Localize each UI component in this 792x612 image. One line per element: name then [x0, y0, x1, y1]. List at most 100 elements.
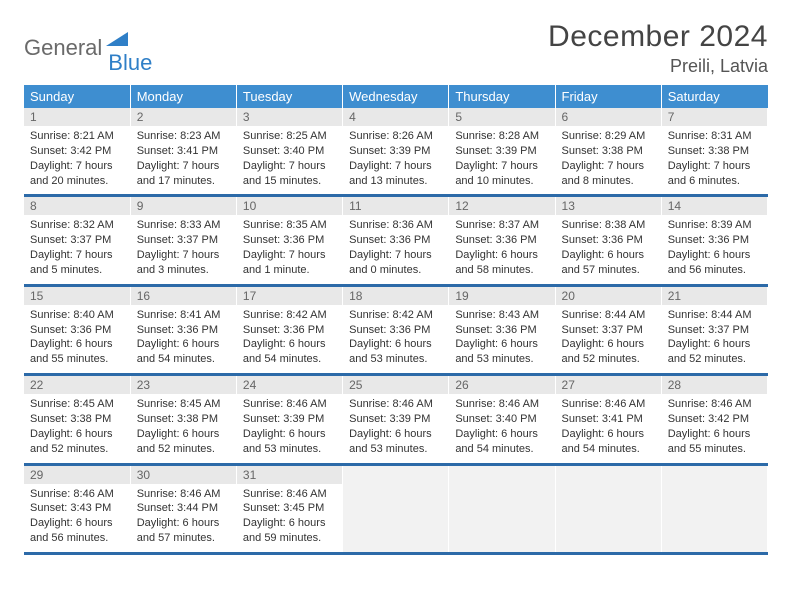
calendar-cell: 29Sunrise: 8:46 AMSunset: 3:43 PMDayligh…: [24, 464, 130, 553]
day-content: Sunrise: 8:44 AMSunset: 3:37 PMDaylight:…: [662, 305, 767, 373]
day-content: Sunrise: 8:25 AMSunset: 3:40 PMDaylight:…: [237, 126, 342, 194]
day-content: Sunrise: 8:26 AMSunset: 3:39 PMDaylight:…: [343, 126, 448, 194]
day-content: Sunrise: 8:28 AMSunset: 3:39 PMDaylight:…: [449, 126, 554, 194]
day-number: 27: [556, 376, 661, 394]
calendar-cell: 25Sunrise: 8:46 AMSunset: 3:39 PMDayligh…: [343, 375, 449, 464]
day-number: 26: [449, 376, 554, 394]
day-content: Sunrise: 8:45 AMSunset: 3:38 PMDaylight:…: [131, 394, 236, 462]
weekday-header: Saturday: [661, 85, 767, 108]
day-content: Sunrise: 8:33 AMSunset: 3:37 PMDaylight:…: [131, 215, 236, 283]
day-content: Sunrise: 8:29 AMSunset: 3:38 PMDaylight:…: [556, 126, 661, 194]
calendar-cell: 4Sunrise: 8:26 AMSunset: 3:39 PMDaylight…: [343, 108, 449, 196]
day-number: 24: [237, 376, 342, 394]
calendar-cell: 5Sunrise: 8:28 AMSunset: 3:39 PMDaylight…: [449, 108, 555, 196]
day-number: 8: [24, 197, 130, 215]
calendar-cell: 12Sunrise: 8:37 AMSunset: 3:36 PMDayligh…: [449, 196, 555, 285]
day-content: Sunrise: 8:31 AMSunset: 3:38 PMDaylight:…: [662, 126, 767, 194]
day-number: 23: [131, 376, 236, 394]
logo-text-general: General: [24, 35, 102, 61]
day-number: 5: [449, 108, 554, 126]
day-number: 21: [662, 287, 767, 305]
calendar-cell: 27Sunrise: 8:46 AMSunset: 3:41 PMDayligh…: [555, 375, 661, 464]
day-number: 29: [24, 466, 130, 484]
day-number: 1: [24, 108, 130, 126]
calendar-cell: [555, 464, 661, 553]
day-content: Sunrise: 8:21 AMSunset: 3:42 PMDaylight:…: [24, 126, 130, 194]
day-number: 18: [343, 287, 448, 305]
calendar-cell: 22Sunrise: 8:45 AMSunset: 3:38 PMDayligh…: [24, 375, 130, 464]
calendar-cell: 28Sunrise: 8:46 AMSunset: 3:42 PMDayligh…: [661, 375, 767, 464]
weekday-header: Wednesday: [343, 85, 449, 108]
calendar-cell: 16Sunrise: 8:41 AMSunset: 3:36 PMDayligh…: [130, 285, 236, 374]
day-number: 17: [237, 287, 342, 305]
calendar-cell: 10Sunrise: 8:35 AMSunset: 3:36 PMDayligh…: [236, 196, 342, 285]
calendar-cell: 24Sunrise: 8:46 AMSunset: 3:39 PMDayligh…: [236, 375, 342, 464]
day-number: 4: [343, 108, 448, 126]
day-number: 12: [449, 197, 554, 215]
day-number: 13: [556, 197, 661, 215]
day-content: Sunrise: 8:36 AMSunset: 3:36 PMDaylight:…: [343, 215, 448, 283]
header: General Blue December 2024 Preili, Latvi…: [24, 20, 768, 77]
day-content: Sunrise: 8:46 AMSunset: 3:39 PMDaylight:…: [237, 394, 342, 462]
day-number: 16: [131, 287, 236, 305]
calendar-cell: 1Sunrise: 8:21 AMSunset: 3:42 PMDaylight…: [24, 108, 130, 196]
day-number: 9: [131, 197, 236, 215]
calendar-cell: 23Sunrise: 8:45 AMSunset: 3:38 PMDayligh…: [130, 375, 236, 464]
calendar-cell: 9Sunrise: 8:33 AMSunset: 3:37 PMDaylight…: [130, 196, 236, 285]
day-number: 2: [131, 108, 236, 126]
day-number: 31: [237, 466, 342, 484]
day-content: Sunrise: 8:46 AMSunset: 3:45 PMDaylight:…: [237, 484, 342, 552]
day-number: 3: [237, 108, 342, 126]
calendar-header-row: Sunday Monday Tuesday Wednesday Thursday…: [24, 85, 768, 108]
calendar-cell: [343, 464, 449, 553]
day-content: Sunrise: 8:42 AMSunset: 3:36 PMDaylight:…: [237, 305, 342, 373]
calendar-row: 22Sunrise: 8:45 AMSunset: 3:38 PMDayligh…: [24, 375, 768, 464]
day-content: Sunrise: 8:46 AMSunset: 3:44 PMDaylight:…: [131, 484, 236, 552]
day-content: Sunrise: 8:41 AMSunset: 3:36 PMDaylight:…: [131, 305, 236, 373]
day-content: Sunrise: 8:40 AMSunset: 3:36 PMDaylight:…: [24, 305, 130, 373]
calendar-cell: [661, 464, 767, 553]
calendar-cell: 13Sunrise: 8:38 AMSunset: 3:36 PMDayligh…: [555, 196, 661, 285]
day-number: 6: [556, 108, 661, 126]
day-number: 19: [449, 287, 554, 305]
day-content: Sunrise: 8:46 AMSunset: 3:39 PMDaylight:…: [343, 394, 448, 462]
calendar-cell: 31Sunrise: 8:46 AMSunset: 3:45 PMDayligh…: [236, 464, 342, 553]
calendar-row: 29Sunrise: 8:46 AMSunset: 3:43 PMDayligh…: [24, 464, 768, 553]
day-content: Sunrise: 8:37 AMSunset: 3:36 PMDaylight:…: [449, 215, 554, 283]
day-number: 10: [237, 197, 342, 215]
calendar-cell: 18Sunrise: 8:42 AMSunset: 3:36 PMDayligh…: [343, 285, 449, 374]
calendar-table: Sunday Monday Tuesday Wednesday Thursday…: [24, 85, 768, 555]
day-number: 14: [662, 197, 767, 215]
day-number: 15: [24, 287, 130, 305]
weekday-header: Monday: [130, 85, 236, 108]
location: Preili, Latvia: [548, 56, 768, 77]
calendar-cell: 15Sunrise: 8:40 AMSunset: 3:36 PMDayligh…: [24, 285, 130, 374]
logo-text-blue: Blue: [108, 50, 152, 76]
month-title: December 2024: [548, 20, 768, 54]
calendar-cell: 8Sunrise: 8:32 AMSunset: 3:37 PMDaylight…: [24, 196, 130, 285]
day-content: Sunrise: 8:23 AMSunset: 3:41 PMDaylight:…: [131, 126, 236, 194]
weekday-header: Thursday: [449, 85, 555, 108]
day-content: Sunrise: 8:42 AMSunset: 3:36 PMDaylight:…: [343, 305, 448, 373]
day-number: 11: [343, 197, 448, 215]
weekday-header: Tuesday: [236, 85, 342, 108]
day-number: 22: [24, 376, 130, 394]
calendar-body: 1Sunrise: 8:21 AMSunset: 3:42 PMDaylight…: [24, 108, 768, 553]
calendar-cell: 3Sunrise: 8:25 AMSunset: 3:40 PMDaylight…: [236, 108, 342, 196]
calendar-row: 1Sunrise: 8:21 AMSunset: 3:42 PMDaylight…: [24, 108, 768, 196]
day-content: Sunrise: 8:44 AMSunset: 3:37 PMDaylight:…: [556, 305, 661, 373]
day-content: Sunrise: 8:35 AMSunset: 3:36 PMDaylight:…: [237, 215, 342, 283]
logo-triangle-icon: [106, 28, 128, 51]
calendar-cell: 26Sunrise: 8:46 AMSunset: 3:40 PMDayligh…: [449, 375, 555, 464]
calendar-cell: 14Sunrise: 8:39 AMSunset: 3:36 PMDayligh…: [661, 196, 767, 285]
day-number: 7: [662, 108, 767, 126]
day-content: Sunrise: 8:32 AMSunset: 3:37 PMDaylight:…: [24, 215, 130, 283]
day-content: Sunrise: 8:46 AMSunset: 3:42 PMDaylight:…: [662, 394, 767, 462]
calendar-cell: 19Sunrise: 8:43 AMSunset: 3:36 PMDayligh…: [449, 285, 555, 374]
day-number: 28: [662, 376, 767, 394]
calendar-cell: 20Sunrise: 8:44 AMSunset: 3:37 PMDayligh…: [555, 285, 661, 374]
calendar-row: 8Sunrise: 8:32 AMSunset: 3:37 PMDaylight…: [24, 196, 768, 285]
day-content: Sunrise: 8:39 AMSunset: 3:36 PMDaylight:…: [662, 215, 767, 283]
day-content: Sunrise: 8:46 AMSunset: 3:41 PMDaylight:…: [556, 394, 661, 462]
day-content: Sunrise: 8:38 AMSunset: 3:36 PMDaylight:…: [556, 215, 661, 283]
